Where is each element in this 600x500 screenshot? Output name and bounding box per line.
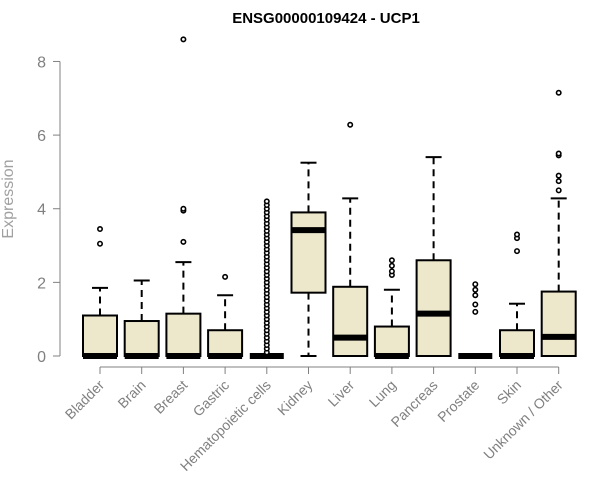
box-iqr <box>415 259 452 358</box>
outlier-point <box>97 225 104 232</box>
box-prostate <box>458 281 493 359</box>
y-tick-label: 6 <box>37 128 46 145</box>
box-iqr <box>373 325 410 357</box>
outlier-point <box>388 268 395 275</box>
outlier-point <box>513 231 520 238</box>
x-tick-label: Lung <box>366 377 399 410</box>
outlier-point <box>347 121 354 128</box>
x-tick-label: Bladder <box>62 377 108 423</box>
x-tick-label: Skin <box>494 377 525 408</box>
outlier-point <box>472 308 479 315</box>
outlier-point <box>180 238 187 245</box>
outlier-point <box>555 187 562 194</box>
x-tick-label: Prostate <box>434 377 482 425</box>
outlier-point <box>263 198 270 205</box>
chart-title: ENSG00000109424 - UCP1 <box>232 10 420 27</box>
outlier-point <box>222 273 229 280</box>
outlier-point <box>472 286 479 293</box>
box-iqr <box>499 329 535 357</box>
x-tick-label: Unknown / Other <box>480 377 566 463</box>
box-iqr <box>540 290 577 357</box>
box-series <box>82 36 577 359</box>
box-skin <box>499 231 535 359</box>
outlier-point <box>472 292 479 299</box>
outlier-point <box>472 301 479 308</box>
x-tick-label: Kidney <box>274 377 316 419</box>
outlier-point <box>180 36 187 43</box>
x-tick-label: Breast <box>151 377 191 417</box>
outlier-point <box>555 172 562 179</box>
box-bladder <box>82 225 118 359</box>
x-tick-label: Liver <box>325 377 358 410</box>
box-unknown-other <box>540 89 577 357</box>
y-tick-label: 4 <box>37 202 46 219</box>
box-breast <box>165 36 202 359</box>
box-iqr <box>290 211 327 294</box>
outlier-point <box>180 205 187 212</box>
box-hematopoietic-cells <box>249 198 284 359</box>
box-iqr <box>123 320 160 358</box>
box-brain <box>123 279 160 359</box>
y-tick-label: 2 <box>37 275 46 292</box>
outlier-point <box>388 257 395 264</box>
box-kidney <box>290 161 327 357</box>
box-iqr <box>332 285 369 358</box>
outlier-point <box>472 281 479 288</box>
box-iqr <box>207 329 244 357</box>
box-lung <box>373 257 410 359</box>
box-iqr <box>165 312 202 357</box>
outlier-point <box>555 89 562 96</box>
box-liver <box>332 121 369 358</box>
outlier-point <box>513 248 520 255</box>
y-axis-label: Expression <box>0 159 17 238</box>
outlier-point <box>97 240 104 247</box>
box-gastric <box>207 273 244 359</box>
box-pancreas <box>415 156 452 358</box>
outlier-point <box>388 262 395 269</box>
box-iqr <box>82 314 118 357</box>
outlier-point <box>555 150 562 157</box>
y-tick-label: 8 <box>37 54 46 71</box>
outlier-point <box>555 178 562 185</box>
y-axis: 0 2 4 6 8 <box>37 54 61 366</box>
y-tick-label: 0 <box>37 349 46 366</box>
x-tick-label: Brain <box>114 377 148 411</box>
